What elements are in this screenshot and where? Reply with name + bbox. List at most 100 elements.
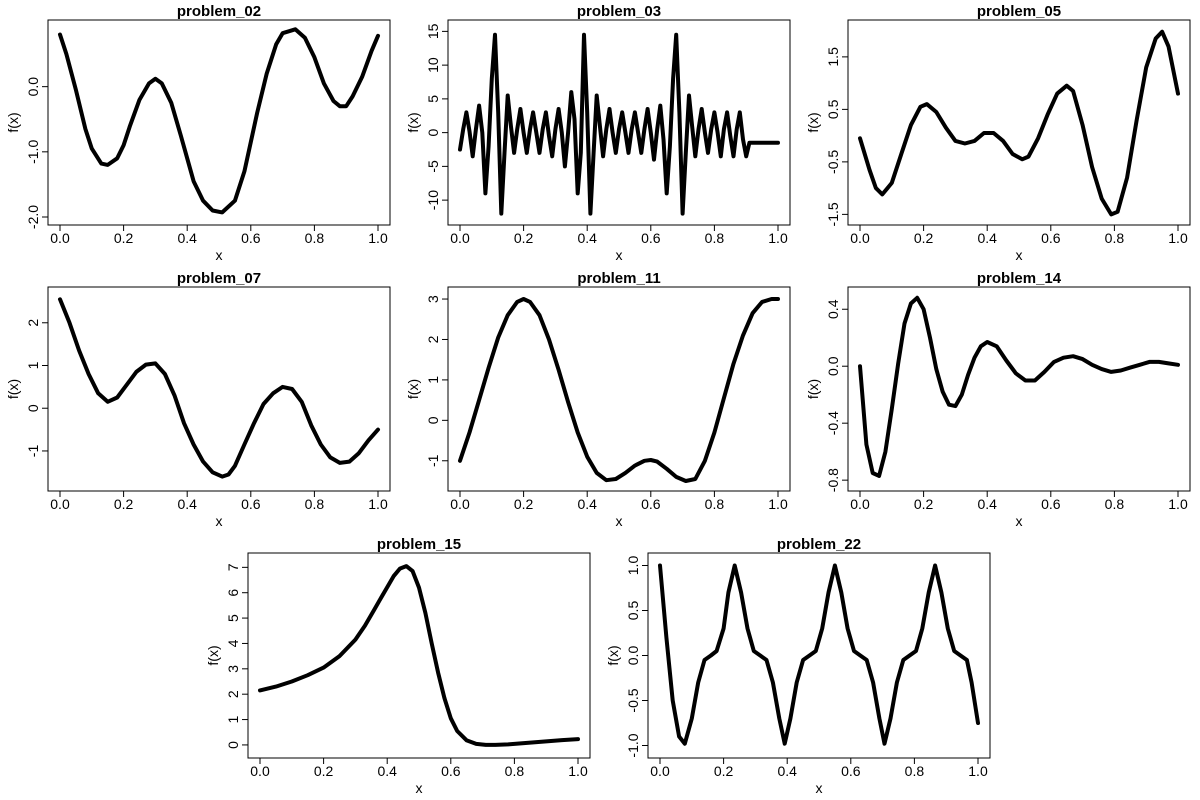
chart-7-x-tick-label-3: 0.6 xyxy=(841,763,861,779)
chart-5-y-tick-label-3: 0.4 xyxy=(825,299,841,319)
chart-5-y-tick-label-2: 0.0 xyxy=(825,356,841,376)
chart-4-x-tick-label-1: 0.2 xyxy=(514,496,534,512)
chart-1-y-tick-label-0: -10 xyxy=(425,190,441,210)
chart-7-x-tick-label-0: 0.0 xyxy=(650,763,670,779)
chart-3-x-tick-label-1: 0.2 xyxy=(114,496,134,512)
chart-0-title: problem_02 xyxy=(177,3,261,20)
chart-5-x-tick-label-0: 0.0 xyxy=(850,496,870,512)
chart-7-y-tick-label-1: -0.5 xyxy=(625,688,641,712)
chart-1-x-tick-label-1: 0.2 xyxy=(514,230,534,246)
chart-5-x-axis-label: x xyxy=(1016,513,1023,529)
panel-problem-14: problem_14 0.0 0.2 0.4 0.6 0.8 1.0 -0.8 -0.4 0.0 0… xyxy=(805,270,1191,529)
chart-2-x-tick-label-4: 0.8 xyxy=(1105,230,1125,246)
chart-0-y-tick-label-1: -1.0 xyxy=(25,140,41,164)
chart-2-title: problem_05 xyxy=(977,3,1061,20)
chart-3-y-tick-label-0: -1 xyxy=(25,445,41,458)
chart-4-series-line xyxy=(458,297,780,483)
chart-4-title: problem_11 xyxy=(577,270,660,287)
chart-4-x-tick-label-5: 1.0 xyxy=(768,496,788,512)
chart-6-x-tick-label-5: 1.0 xyxy=(568,763,588,779)
chart-5-title: problem_14 xyxy=(977,270,1062,287)
chart-5-y-axis-label: f(x) xyxy=(805,379,821,399)
chart-2-y-tick-label-0: -1.5 xyxy=(825,202,841,226)
chart-1-x-axis-label: x xyxy=(616,247,623,263)
chart-0-series-line xyxy=(58,27,380,215)
chart-5-x-tick-label-2: 0.4 xyxy=(977,496,997,512)
chart-4-x-tick-label-4: 0.8 xyxy=(705,496,725,512)
chart-0-y-tick-label-0: -2.0 xyxy=(25,205,41,229)
chart-0-x-tick-label-0: 0.0 xyxy=(50,230,70,246)
chart-6-x-tick-label-4: 0.8 xyxy=(505,763,525,779)
chart-0-x-tick-label-2: 0.4 xyxy=(177,230,197,246)
chart-2-x-tick-label-3: 0.6 xyxy=(1041,230,1061,246)
chart-5-x-tick-label-1: 0.2 xyxy=(914,496,934,512)
chart-0-x-tick-label-5: 1.0 xyxy=(368,230,388,246)
panel-problem-02: problem_02 0.0 0.2 0.4 0.6 0.8 1.0 -2.0 -1.0 0.0 x… xyxy=(5,3,391,263)
chart-3-y-tick-label-1: 0 xyxy=(25,404,41,412)
chart-0-plot-frame xyxy=(47,19,391,226)
chart-3-x-tick-label-5: 1.0 xyxy=(368,496,388,512)
chart-4-y-tick-label-0: -1 xyxy=(425,454,441,467)
chart-1-y-tick-label-4: 10 xyxy=(425,57,441,73)
chart-7-x-tick-label-1: 0.2 xyxy=(714,763,734,779)
chart-1-x-tick-label-4: 0.8 xyxy=(705,230,725,246)
chart-1-y-tick-label-1: -5 xyxy=(425,160,441,173)
chart-6-y-tick-label-5: 5 xyxy=(225,614,241,622)
panel-problem-07: problem_07 0.0 0.2 0.4 0.6 0.8 1.0 -1 0 1 2 x f(x) xyxy=(5,270,391,529)
panel-problem-15: problem_15 0.0 0.2 0.4 0.6 0.8 1.0 0 1 2 3 4 5 6 7 x f(x… xyxy=(205,536,591,796)
chart-4-y-tick-label-4: 3 xyxy=(425,295,441,303)
chart-2-y-axis-label: f(x) xyxy=(805,112,821,132)
chart-0-x-tick-label-1: 0.2 xyxy=(114,230,134,246)
chart-7-x-tick-label-2: 0.4 xyxy=(777,763,797,779)
chart-1-title: problem_03 xyxy=(577,3,661,20)
chart-7-y-tick-label-4: 1.0 xyxy=(625,556,641,576)
chart-6-y-tick-label-6: 6 xyxy=(225,589,241,597)
chart-1-x-tick-label-3: 0.6 xyxy=(641,230,661,246)
chart-6-y-tick-label-7: 7 xyxy=(225,563,241,571)
chart-0-y-tick-label-2: 0.0 xyxy=(25,77,41,97)
chart-3-title: problem_07 xyxy=(177,270,261,287)
panel-problem-11: problem_11 0.0 0.2 0.4 0.6 0.8 1.0 -1 0 1 2 3 x f(x) xyxy=(405,270,791,529)
chart-2-x-tick-label-0: 0.0 xyxy=(850,230,870,246)
chart-7-y-tick-label-3: 0.5 xyxy=(625,601,641,621)
chart-6-series-line xyxy=(258,564,580,747)
chart-2-x-tick-label-5: 1.0 xyxy=(1168,230,1188,246)
chart-2-x-tick-label-2: 0.4 xyxy=(977,230,997,246)
chart-6-y-tick-label-2: 2 xyxy=(225,690,241,698)
chart-2-plot-frame xyxy=(847,19,1191,226)
chart-2-y-tick-label-1: -0.5 xyxy=(825,150,841,174)
chart-2-y-tick-label-3: 1.5 xyxy=(825,47,841,67)
chart-4-y-tick-label-2: 1 xyxy=(425,376,441,384)
chart-0-x-axis-label: x xyxy=(216,247,223,263)
chart-6-x-axis-label: x xyxy=(416,780,423,796)
chart-7-y-tick-label-0: -1.0 xyxy=(625,733,641,757)
chart-1-y-tick-label-2: 0 xyxy=(425,129,441,137)
chart-2-y-tick-label-2: 0.5 xyxy=(825,99,841,119)
chart-0-x-tick-label-4: 0.8 xyxy=(305,230,325,246)
chart-1-x-tick-label-0: 0.0 xyxy=(450,230,470,246)
chart-6-x-tick-label-0: 0.0 xyxy=(250,763,270,779)
chart-3-y-tick-label-2: 1 xyxy=(25,361,41,369)
chart-7-x-tick-label-5: 1.0 xyxy=(968,763,988,779)
chart-3-x-axis-label: x xyxy=(216,513,223,529)
chart-2-x-axis-label: x xyxy=(1016,247,1023,263)
chart-3-y-axis-label: f(x) xyxy=(5,379,21,399)
chart-1-series-line xyxy=(458,32,780,216)
chart-1-y-tick-label-5: 15 xyxy=(425,23,441,39)
chart-2-x-tick-label-1: 0.2 xyxy=(914,230,934,246)
chart-4-y-tick-label-3: 2 xyxy=(425,335,441,343)
chart-5-x-tick-label-5: 1.0 xyxy=(1168,496,1188,512)
chart-3-y-tick-label-3: 2 xyxy=(25,319,41,327)
chart-4-x-tick-label-0: 0.0 xyxy=(450,496,470,512)
chart-4-x-tick-label-3: 0.6 xyxy=(641,496,661,512)
chart-5-y-tick-label-0: -0.8 xyxy=(825,468,841,492)
chart-0-x-tick-label-3: 0.6 xyxy=(241,230,261,246)
chart-6-x-tick-label-2: 0.4 xyxy=(377,763,397,779)
chart-3-x-tick-label-0: 0.0 xyxy=(50,496,70,512)
panel-problem-05: problem_05 0.0 0.2 0.4 0.6 0.8 1.0 -1.5 -0.5 0.5 1… xyxy=(805,3,1191,263)
chart-6-y-axis-label: f(x) xyxy=(205,645,221,665)
chart-6-y-tick-label-1: 1 xyxy=(225,715,241,723)
chart-7-y-axis-label: f(x) xyxy=(605,645,621,665)
chart-5-series-line xyxy=(858,295,1180,478)
